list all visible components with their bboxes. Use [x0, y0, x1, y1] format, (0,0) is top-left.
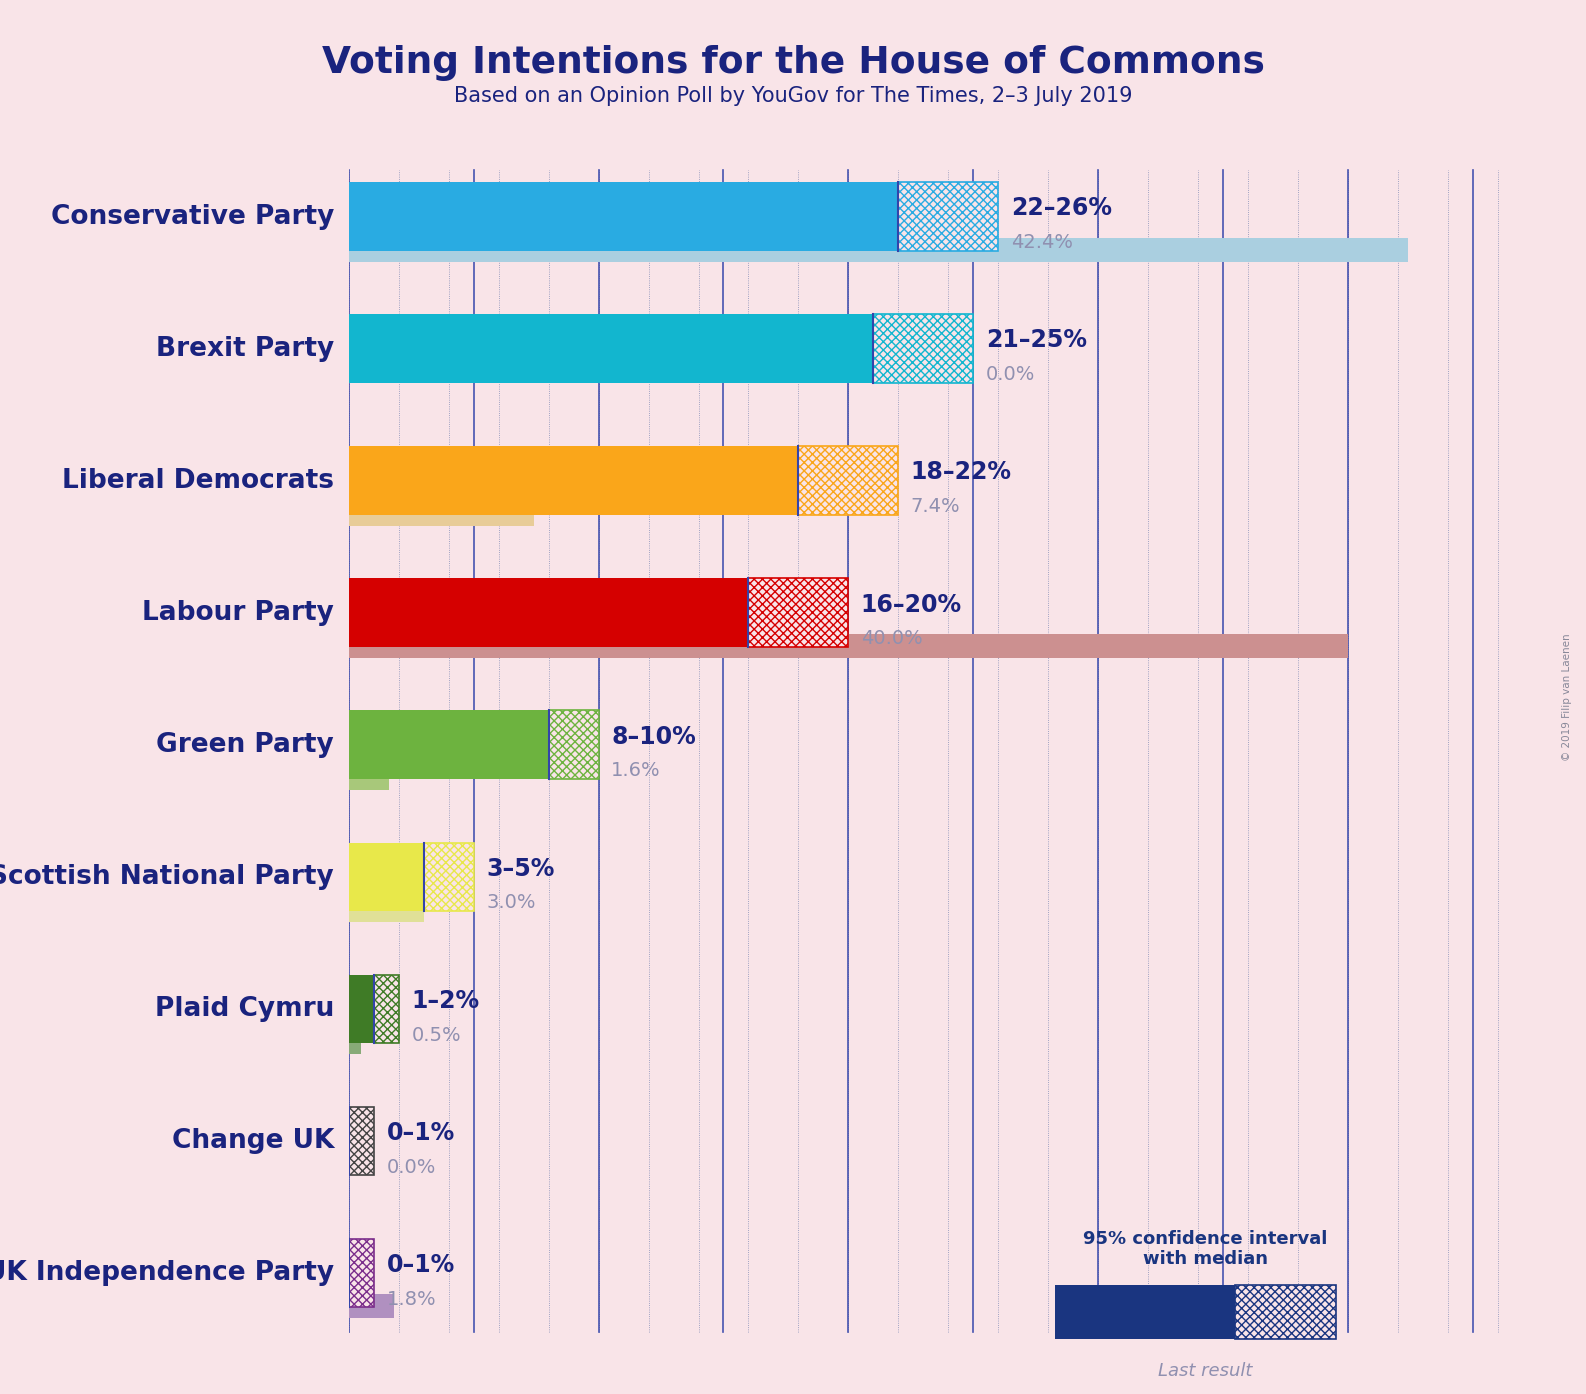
Text: 0.5%: 0.5% — [411, 1026, 462, 1044]
Bar — [349, 1030, 362, 1054]
Bar — [349, 579, 749, 647]
Bar — [898, 183, 998, 251]
Bar — [349, 767, 389, 790]
Bar — [349, 1295, 393, 1319]
Bar — [349, 974, 374, 1043]
Bar — [349, 1239, 374, 1308]
Text: 0–1%: 0–1% — [387, 1253, 455, 1277]
Bar — [374, 974, 398, 1043]
Bar — [898, 183, 998, 251]
Bar — [798, 446, 898, 514]
Bar — [549, 711, 598, 779]
Bar — [349, 1030, 362, 1054]
Bar — [349, 446, 798, 514]
Bar — [349, 238, 1408, 262]
Text: UK Independence Party: UK Independence Party — [0, 1260, 335, 1287]
Bar — [349, 502, 534, 526]
Text: Brexit Party: Brexit Party — [155, 336, 335, 361]
Bar — [749, 579, 849, 647]
Bar — [349, 898, 423, 923]
Text: 1.6%: 1.6% — [611, 761, 661, 781]
Bar — [374, 974, 398, 1043]
Text: 21–25%: 21–25% — [985, 329, 1086, 353]
Bar — [549, 711, 598, 779]
Text: Voting Intentions for the House of Commons: Voting Intentions for the House of Commo… — [322, 45, 1264, 81]
Text: 42.4%: 42.4% — [1010, 233, 1072, 252]
Bar — [874, 314, 974, 383]
Text: Scottish National Party: Scottish National Party — [0, 864, 335, 889]
Text: 0–1%: 0–1% — [387, 1121, 455, 1144]
Bar — [349, 1295, 393, 1319]
Text: 0.0%: 0.0% — [985, 365, 1036, 385]
Bar — [349, 1239, 374, 1308]
Bar — [349, 183, 898, 251]
Bar — [349, 634, 1348, 658]
Text: Labour Party: Labour Party — [143, 599, 335, 626]
Text: 3.0%: 3.0% — [487, 894, 536, 913]
Bar — [1235, 1285, 1335, 1338]
Bar — [798, 446, 898, 514]
Text: © 2019 Filip van Laenen: © 2019 Filip van Laenen — [1562, 633, 1572, 761]
Bar — [1055, 1285, 1235, 1338]
Text: 16–20%: 16–20% — [861, 592, 963, 616]
Bar — [349, 767, 389, 790]
Text: 18–22%: 18–22% — [910, 460, 1012, 485]
Text: 8–10%: 8–10% — [611, 725, 696, 749]
Bar — [349, 238, 1408, 262]
Text: 40.0%: 40.0% — [861, 629, 923, 648]
Text: 3–5%: 3–5% — [487, 857, 555, 881]
Text: Green Party: Green Party — [155, 732, 335, 758]
Bar — [874, 314, 974, 383]
Text: 1.8%: 1.8% — [387, 1289, 436, 1309]
Text: 22–26%: 22–26% — [1010, 197, 1112, 220]
Text: 7.4%: 7.4% — [910, 498, 961, 516]
Text: 1–2%: 1–2% — [411, 988, 479, 1012]
Bar — [349, 634, 1348, 658]
Bar — [349, 1107, 374, 1175]
Bar — [349, 314, 874, 383]
Bar — [349, 502, 534, 526]
Text: Change UK: Change UK — [171, 1128, 335, 1154]
Bar — [423, 842, 474, 912]
Bar — [349, 842, 423, 912]
Text: Conservative Party: Conservative Party — [51, 204, 335, 230]
Text: 0.0%: 0.0% — [387, 1157, 436, 1177]
Text: Plaid Cymru: Plaid Cymru — [154, 995, 335, 1022]
Text: Liberal Democrats: Liberal Democrats — [62, 468, 335, 493]
Bar — [349, 898, 423, 923]
Text: Based on an Opinion Poll by YouGov for The Times, 2–3 July 2019: Based on an Opinion Poll by YouGov for T… — [454, 86, 1132, 106]
Text: Last result: Last result — [1158, 1362, 1253, 1380]
Bar — [349, 1107, 374, 1175]
Text: 95% confidence interval
with median: 95% confidence interval with median — [1083, 1230, 1327, 1269]
Bar — [349, 711, 549, 779]
Bar — [749, 579, 849, 647]
Bar — [423, 842, 474, 912]
